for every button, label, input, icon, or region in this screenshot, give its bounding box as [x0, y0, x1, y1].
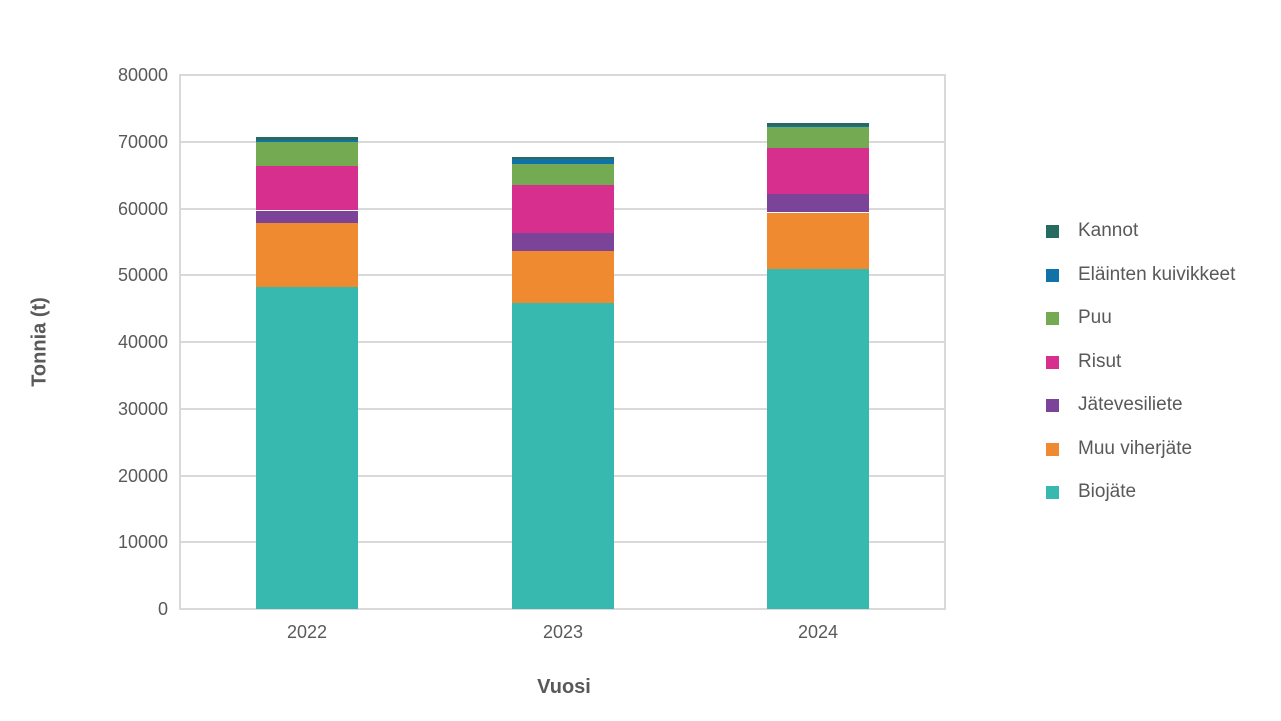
bar-segment-puu: [256, 142, 358, 167]
gridline: [179, 74, 946, 76]
bar-segment-kannot: [767, 123, 869, 126]
legend-item-kannot: Kannot: [1046, 221, 1138, 241]
bar-segment-j-tevesiliete: [767, 194, 869, 213]
legend-label: Kannot: [1078, 220, 1139, 241]
gridline: [179, 140, 946, 143]
y-tick-label: 0: [157, 599, 168, 619]
legend-swatch: [1046, 398, 1059, 412]
legend-item-el-inten-kuivikkeet: Eläinten kuivikkeet: [1046, 265, 1235, 285]
bar-segment-muu-viherj-te: [767, 212, 869, 270]
legend-label: Jätevesiliete: [1078, 394, 1183, 415]
y-tick-label: 70000: [117, 131, 168, 152]
bar-segment-muu-viherj-te: [256, 222, 358, 287]
legend-item-bioj-te: Biojäte: [1046, 482, 1136, 502]
legend-item-j-tevesiliete: Jätevesiliete: [1046, 395, 1183, 415]
x-tick-label: 2024: [797, 622, 839, 642]
bar-segment-bioj-te: [512, 302, 614, 609]
legend-label: Puu: [1078, 307, 1112, 328]
bar-segment-puu: [767, 126, 869, 149]
bar-segment-el-inten-kuivikkeet: [512, 159, 614, 164]
legend-label: Biojäte: [1078, 481, 1137, 502]
legend-label: Eläinten kuivikkeet: [1078, 264, 1236, 285]
bar-segment-j-tevesiliete: [256, 210, 358, 223]
y-tick-label: 50000: [117, 265, 168, 286]
gridline: [179, 608, 946, 610]
legend-item-puu: Puu: [1046, 308, 1112, 328]
plot-border: [179, 75, 181, 609]
y-tick-label: 40000: [117, 332, 168, 352]
bar-segment-bioj-te: [767, 269, 869, 609]
plot-border: [944, 75, 946, 609]
legend-label: Muu viherjäte: [1078, 438, 1193, 459]
legend-swatch: [1046, 485, 1059, 499]
bar-segment-el-inten-kuivikkeet: [767, 125, 869, 127]
x-tick-label: 2023: [542, 622, 584, 642]
legend-label: Risut: [1078, 351, 1122, 372]
legend-swatch: [1046, 355, 1059, 369]
y-tick-label: 20000: [117, 465, 168, 486]
bar-segment-muu-viherj-te: [512, 250, 614, 303]
legend-item-risut: Risut: [1046, 352, 1121, 372]
bar-segment-kannot: [256, 136, 358, 141]
bar-segment-el-inten-kuivikkeet: [256, 140, 358, 143]
bar-segment-puu: [512, 163, 614, 186]
legend-swatch: [1046, 224, 1059, 238]
legend-swatch: [1046, 311, 1059, 325]
y-tick-label: 80000: [117, 65, 168, 85]
bar-segment-bioj-te: [256, 286, 358, 609]
bar-segment-risut: [767, 148, 869, 195]
legend-swatch: [1046, 442, 1059, 456]
bar-segment-risut: [512, 185, 614, 233]
y-tick-label: 60000: [117, 198, 168, 219]
bar-segment-kannot: [512, 157, 614, 160]
legend-item-muu-viherj-te: Muu viherjäte: [1046, 439, 1192, 459]
legend-swatch: [1046, 268, 1059, 282]
x-axis-title: Vuosi: [537, 676, 591, 698]
bar-segment-risut: [256, 166, 358, 211]
y-tick-label: 10000: [117, 532, 168, 553]
bar-segment-j-tevesiliete: [512, 232, 614, 251]
x-tick-label: 2022: [286, 622, 328, 642]
y-tick-label: 30000: [117, 398, 168, 419]
